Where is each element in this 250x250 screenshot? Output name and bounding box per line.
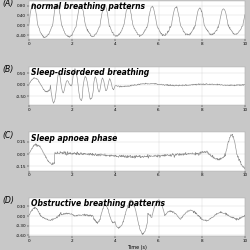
Text: normal breathing patterns: normal breathing patterns [31,2,145,12]
Text: (C): (C) [3,130,14,140]
Text: (B): (B) [3,65,14,74]
Text: (A): (A) [3,0,14,8]
Text: Sleep-disordered breathing: Sleep-disordered breathing [31,68,149,77]
Text: Sleep apnoea phase: Sleep apnoea phase [31,134,117,143]
X-axis label: Time (s): Time (s) [127,245,147,250]
Text: (D): (D) [3,196,15,205]
Text: Obstructive breathing patterns: Obstructive breathing patterns [31,199,165,208]
